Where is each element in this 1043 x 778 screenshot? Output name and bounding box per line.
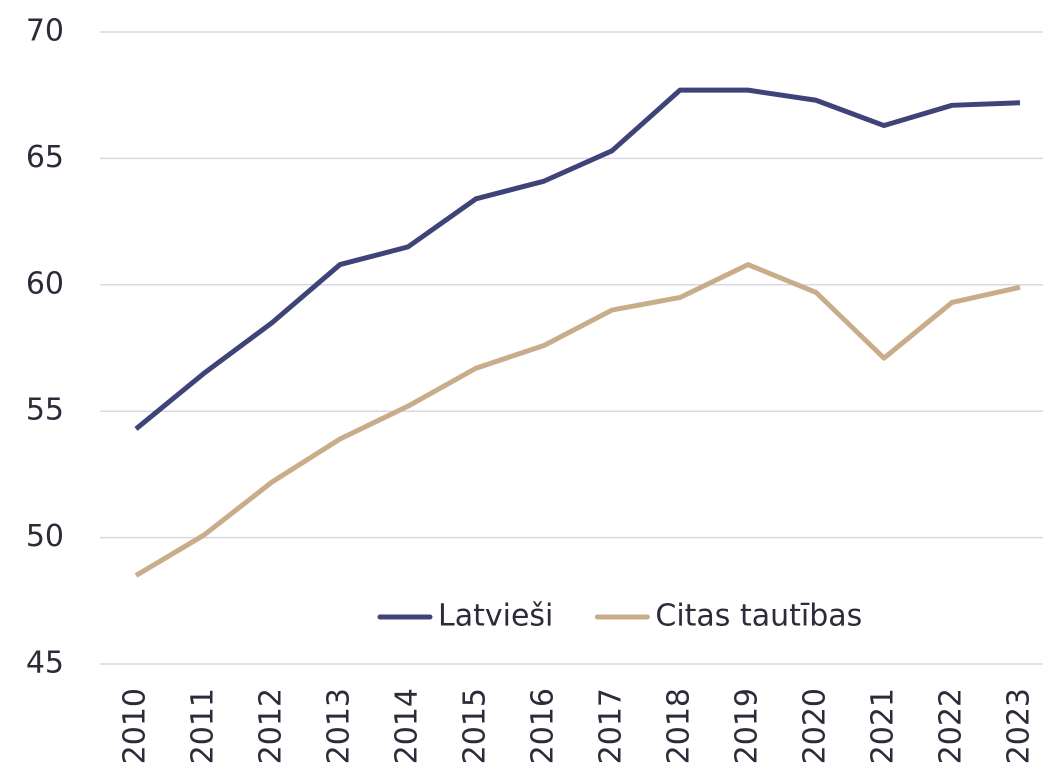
x-tick-label: 2023	[1002, 688, 1037, 764]
series-line	[134, 262, 1021, 578]
y-tick-label: 60	[26, 266, 64, 301]
y-tick-label: 70	[26, 14, 64, 49]
x-tick-label: 2017	[594, 688, 629, 764]
legend-label: Citas tautības	[655, 599, 862, 634]
x-tick-label: 2013	[322, 688, 357, 764]
x-tick-label: 2020	[798, 688, 833, 764]
x-tick-label: 2018	[662, 688, 697, 764]
x-tick-label: 2014	[390, 688, 425, 764]
x-tick-label: 2019	[730, 688, 765, 764]
x-tick-label: 2012	[254, 688, 289, 764]
y-tick-label: 45	[26, 646, 64, 681]
y-tick-label: 65	[26, 140, 64, 175]
y-tick-label: 50	[26, 519, 64, 554]
legend-label: Latvieši	[438, 599, 553, 634]
x-tick-label: 2011	[186, 688, 221, 764]
x-tick-label: 2021	[866, 688, 901, 764]
x-tick-label: 2022	[934, 688, 969, 764]
x-tick-label: 2015	[458, 688, 493, 764]
x-tick-label: 2010	[118, 688, 153, 764]
x-tick-label: 2016	[526, 688, 561, 764]
y-tick-label: 55	[26, 393, 64, 428]
series-line	[134, 87, 1021, 431]
